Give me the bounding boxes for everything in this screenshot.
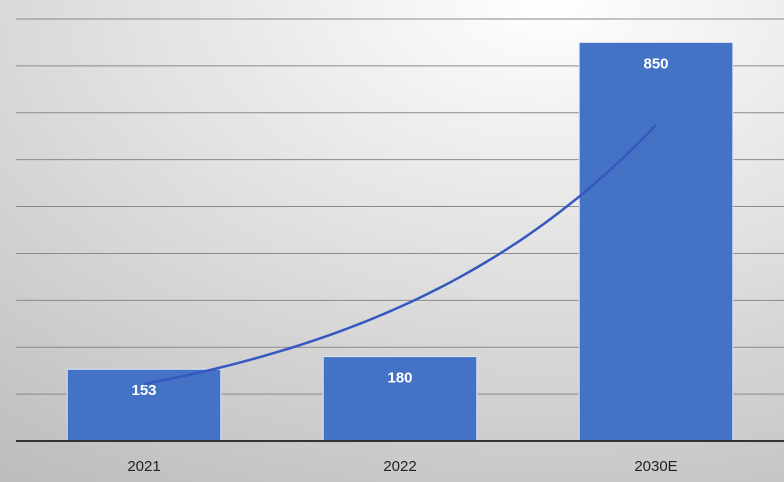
data-label: 153 [131, 382, 156, 399]
data-label: 180 [387, 370, 412, 387]
data-label: 850 [643, 55, 668, 72]
bar [578, 41, 734, 442]
x-tick-label: 2021 [127, 458, 160, 475]
bar [322, 356, 478, 442]
bar [66, 368, 222, 442]
x-tick-label: 2022 [383, 458, 416, 475]
x-tick-label: 2030E [634, 458, 677, 475]
trendline [143, 123, 657, 386]
